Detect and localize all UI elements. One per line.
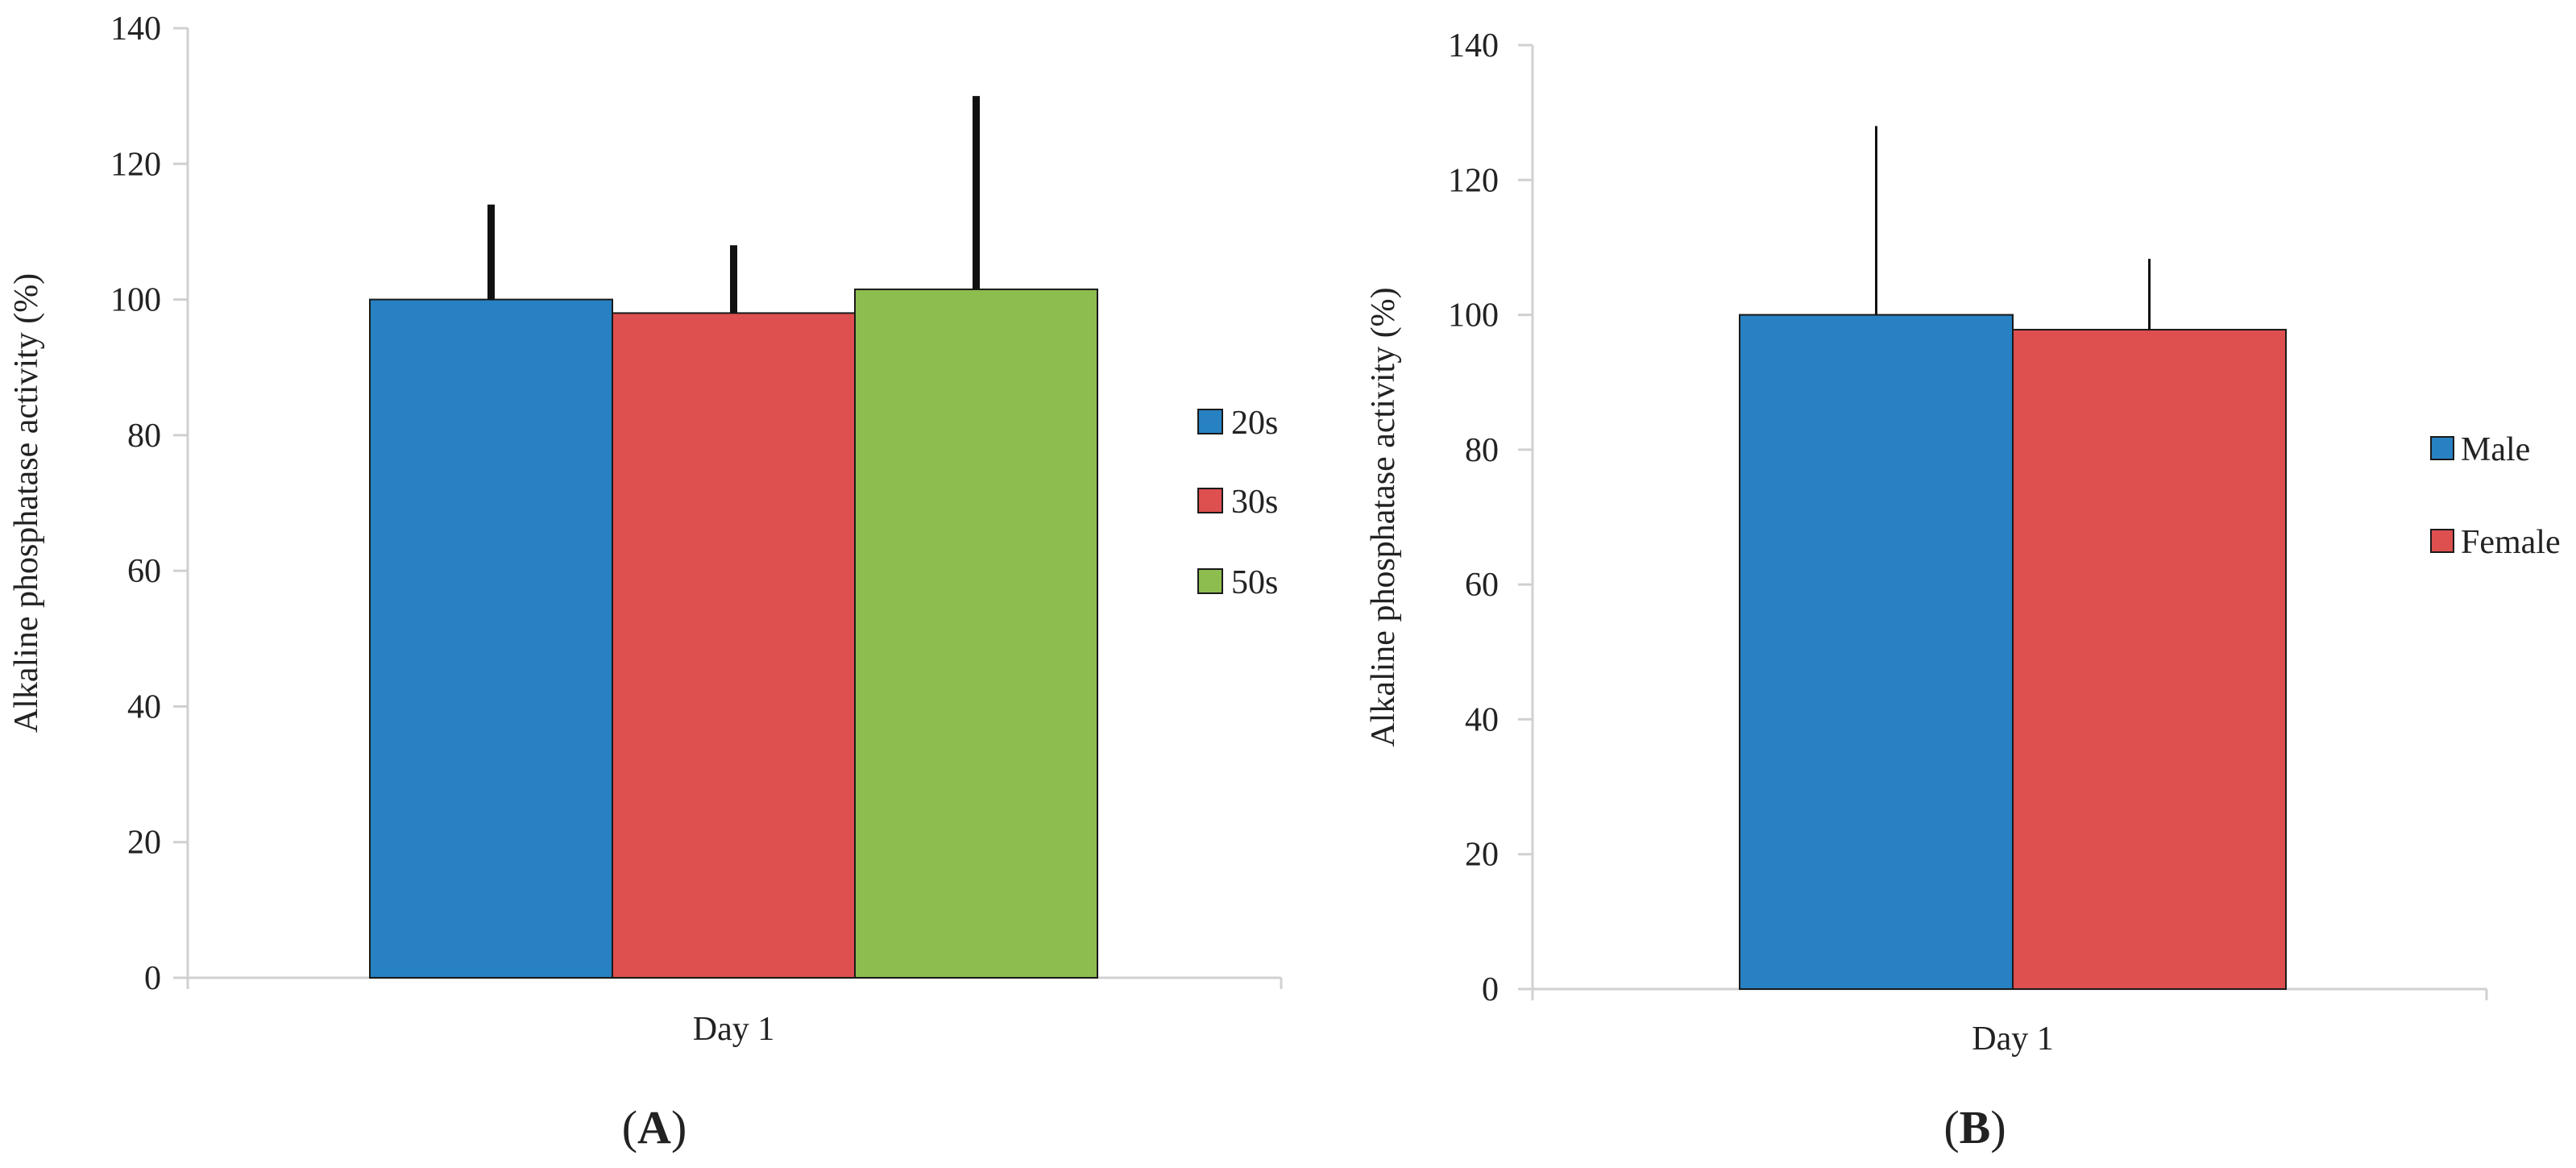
y-tick-label: 100 (1448, 297, 1499, 335)
x-tick-label: Day 1 (693, 1011, 774, 1048)
panel-label: (A) (622, 1101, 687, 1153)
y-axis-label: Alkaline phosphatase activity (%) (1365, 287, 1402, 746)
y-tick-label: 120 (110, 146, 161, 183)
legend-swatch (2430, 436, 2454, 460)
y-tick-label: 20 (1465, 837, 1499, 874)
y-tick-label: 100 (110, 282, 161, 319)
legend-swatch (2430, 529, 2454, 553)
y-tick-label: 0 (1482, 971, 1499, 1008)
legend-label: 20s (1231, 405, 1278, 442)
legend-label: Male (2461, 431, 2530, 468)
bar-female (2012, 328, 2287, 991)
legend-swatch (1197, 568, 1223, 594)
y-tick-label: 80 (1465, 432, 1499, 469)
y-tick-label: 0 (144, 960, 161, 997)
y-tick-label: 60 (1465, 567, 1499, 604)
legend-label: Female (2461, 524, 2561, 561)
legend-label: 30s (1231, 484, 1278, 521)
y-tick-label: 40 (127, 688, 161, 725)
y-tick-label: 80 (127, 418, 161, 455)
y-tick-label: 40 (1465, 701, 1499, 738)
bar-20s (369, 298, 613, 979)
chart-a: 0 20 40 60 80 100 120 140 Alkaline phosphatase a… (8, 10, 1283, 1153)
bar-male (1739, 314, 2014, 991)
legend-swatch (1197, 409, 1223, 434)
bar-50s (854, 288, 1098, 979)
y-tick-label: 120 (1448, 162, 1499, 199)
panel-label: (B) (1943, 1101, 2006, 1153)
bar-30s (612, 312, 856, 979)
x-tick-label: Day 1 (1972, 1020, 2053, 1058)
legend-swatch (1197, 488, 1223, 513)
legend-label: 50s (1231, 564, 1278, 601)
y-tick-label: 140 (110, 10, 161, 48)
chart-b: 0 20 40 60 80 100 120 140 Alkaline phosphatase a… (1365, 27, 2561, 1153)
y-tick-label: 140 (1448, 27, 1499, 64)
y-tick-label: 60 (127, 553, 161, 590)
y-axis-label: Alkaline phosphatase activity (%) (8, 273, 45, 733)
y-tick-label: 20 (127, 825, 161, 862)
